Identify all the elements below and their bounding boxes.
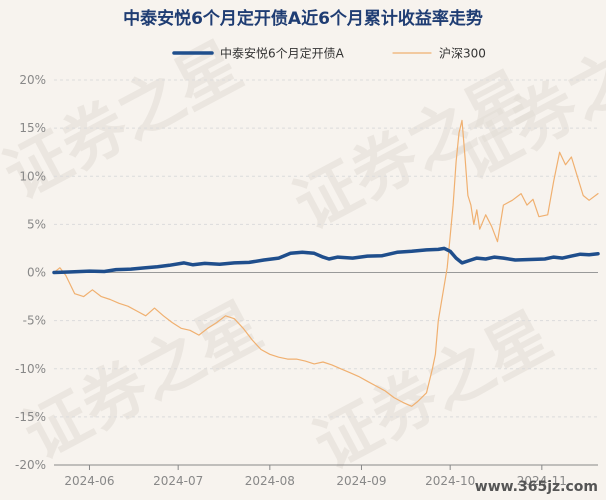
legend-item-hs300: 沪深300 (392, 47, 486, 61)
y-tick-label: -5% (23, 314, 46, 328)
legend-item-fund: 中泰安悦6个月定开债A (172, 46, 345, 61)
x-tick-label: 2024-07 (153, 474, 203, 488)
x-tick-label: 2024-06 (64, 474, 114, 488)
series-line-hs300 (53, 119, 599, 407)
x-tick-label: 2024-10 (425, 474, 475, 488)
watermark-text: 证券之星 (303, 299, 564, 485)
x-tick-label: 2024-09 (336, 474, 386, 488)
y-tick-label: -15% (15, 410, 46, 424)
y-tick-label: 0% (27, 266, 46, 280)
y-tick-label: -20% (15, 458, 46, 472)
axis-layer: 2024-06 2024-07 2024-08 2024-09 2024-10 2024-… (54, 272, 598, 488)
watermark-url: www.365jz.com (475, 479, 598, 495)
legend-label: 沪深300 (439, 47, 486, 61)
y-tick-label: 20% (19, 73, 46, 87)
y-tick-label: 5% (27, 217, 46, 231)
y-tick-label: -10% (15, 362, 46, 376)
legend-label: 中泰安悦6个月定开债A (220, 46, 345, 61)
y-tick-label: 10% (19, 169, 46, 183)
y-tick-label: 15% (19, 121, 46, 135)
watermark-text: 证券之星 (13, 289, 274, 475)
x-tick-label: 2024-08 (245, 474, 295, 488)
series-layer (52, 119, 600, 407)
legend: 中泰安悦6个月定开债A 沪深300 (172, 46, 486, 61)
series-line-fund (52, 246, 600, 275)
chart-title: 中泰安悦6个月定开债A近6个月累计收益率走势 (123, 8, 483, 29)
x-tick-label: 2024-11 (517, 474, 567, 488)
